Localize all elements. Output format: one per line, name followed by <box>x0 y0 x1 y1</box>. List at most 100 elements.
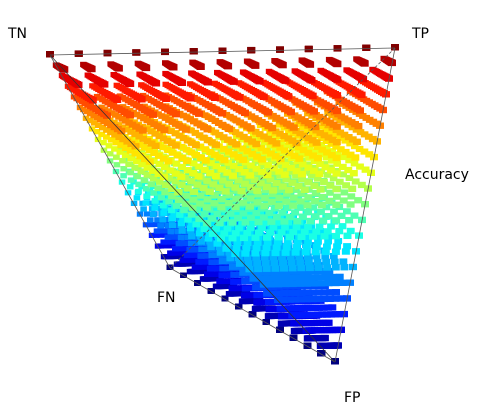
cell <box>283 158 291 164</box>
cell <box>239 199 248 206</box>
cell <box>297 190 305 197</box>
cell <box>231 230 240 237</box>
cell <box>246 269 255 276</box>
cell <box>155 178 164 185</box>
cell <box>343 243 351 250</box>
cell <box>269 224 278 231</box>
cell <box>89 83 96 89</box>
cell <box>270 169 278 176</box>
cell <box>154 185 162 192</box>
cell <box>157 232 164 238</box>
cell <box>300 142 308 148</box>
cell <box>298 161 307 168</box>
cell <box>267 243 276 249</box>
cell <box>217 203 226 211</box>
cell <box>277 149 285 155</box>
cell <box>120 173 127 179</box>
cell <box>173 261 181 267</box>
cell <box>297 223 305 230</box>
cell <box>332 232 340 240</box>
cell <box>200 166 209 173</box>
cell <box>335 99 342 105</box>
cell <box>264 162 272 169</box>
cell <box>100 140 107 146</box>
cell <box>160 210 168 216</box>
cell <box>304 223 312 230</box>
cell <box>142 200 150 206</box>
cell <box>291 289 300 297</box>
cell <box>254 229 263 236</box>
cell <box>122 145 130 151</box>
cell <box>355 145 364 152</box>
cell <box>195 132 204 139</box>
cell <box>259 214 268 221</box>
cell <box>311 190 320 197</box>
cell <box>86 117 94 124</box>
cell <box>177 192 185 199</box>
cell <box>229 172 237 179</box>
cell <box>237 187 246 195</box>
cell <box>288 137 297 144</box>
cell <box>217 224 225 231</box>
cell <box>119 136 127 143</box>
cell <box>218 258 227 264</box>
cell <box>265 306 274 313</box>
cell <box>259 281 268 288</box>
cell <box>148 200 155 206</box>
cell <box>209 181 218 188</box>
cell <box>93 129 101 135</box>
cell <box>183 157 192 165</box>
cell <box>123 106 130 112</box>
cell <box>328 273 337 281</box>
cell <box>240 169 249 176</box>
cell <box>213 210 222 217</box>
cell <box>264 215 273 221</box>
cell <box>192 252 200 258</box>
cell <box>219 134 228 141</box>
cell <box>336 129 345 136</box>
cell <box>138 161 146 168</box>
cell <box>151 142 160 150</box>
cell <box>282 176 290 183</box>
cell <box>326 289 335 296</box>
cell <box>123 138 132 145</box>
cell <box>83 108 91 115</box>
cell <box>187 178 196 185</box>
cell <box>286 253 295 260</box>
cell <box>165 175 174 181</box>
cell <box>312 228 321 235</box>
cell <box>292 172 300 179</box>
cell <box>239 69 247 75</box>
cell <box>187 149 196 156</box>
cell <box>245 210 253 217</box>
cell <box>178 155 187 162</box>
cell <box>296 130 304 137</box>
cell <box>348 124 356 131</box>
cell <box>266 281 275 288</box>
cell <box>315 170 324 178</box>
cell <box>314 264 323 271</box>
cell <box>277 229 286 236</box>
cell <box>140 177 148 184</box>
cell <box>191 264 199 270</box>
cell <box>131 150 140 157</box>
cell <box>132 158 141 165</box>
cell <box>268 290 277 297</box>
cell <box>180 272 187 278</box>
cell <box>213 240 222 247</box>
cell <box>292 224 301 231</box>
cell <box>315 233 323 240</box>
cell <box>181 240 189 247</box>
cell <box>204 235 213 242</box>
cell <box>252 210 261 217</box>
cell <box>304 209 312 216</box>
cell <box>112 136 119 142</box>
cell <box>210 200 219 207</box>
cell <box>234 234 243 241</box>
cell <box>199 259 207 265</box>
cell <box>188 240 196 247</box>
cell <box>328 136 337 143</box>
cell <box>301 249 310 256</box>
cell <box>233 210 241 217</box>
cell <box>176 212 184 218</box>
